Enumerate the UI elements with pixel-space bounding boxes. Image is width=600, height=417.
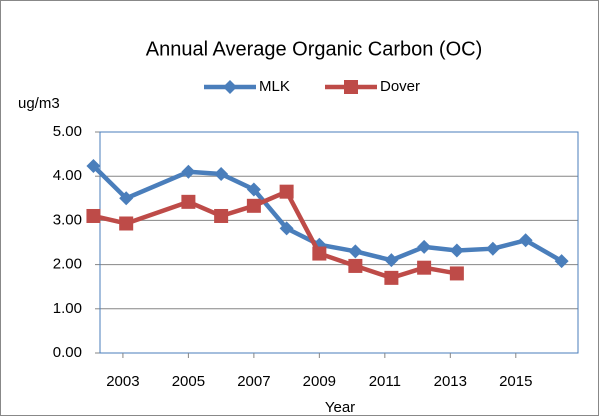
x-tick-label: 2013: [434, 373, 467, 390]
data-point: [214, 208, 229, 223]
data-point: [554, 254, 569, 269]
x-axis-label: Year: [325, 399, 355, 416]
y-tick-label: 0.00: [53, 344, 82, 361]
plot-border: [99, 131, 579, 354]
x-tick-label: 2009: [303, 373, 336, 390]
y-axis-label: ug/m3: [18, 95, 60, 112]
data-point: [348, 258, 363, 273]
data-point: [246, 182, 261, 197]
legend-label: MLK: [259, 78, 290, 95]
data-point: [181, 194, 196, 209]
data-point: [119, 216, 134, 231]
data-point: [279, 184, 294, 199]
data-point: [181, 164, 196, 179]
data-point: [86, 159, 101, 174]
data-point: [384, 270, 399, 285]
legend-label: Dover: [380, 78, 420, 95]
data-point: [518, 233, 533, 248]
data-point: [348, 244, 363, 259]
data-point: [449, 243, 464, 258]
y-tick-label: 3.00: [53, 211, 82, 228]
data-point: [384, 253, 399, 268]
x-tick-label: 2003: [106, 373, 139, 390]
x-tick-label: 2015: [499, 373, 532, 390]
y-tick-label: 4.00: [53, 167, 82, 184]
data-point: [449, 266, 464, 281]
y-tick-label: 2.00: [53, 256, 82, 273]
data-point: [86, 208, 101, 223]
data-point: [279, 221, 294, 236]
data-point: [485, 241, 500, 256]
legend-marker: [344, 80, 358, 94]
x-tick-label: 2007: [237, 373, 270, 390]
data-point: [214, 166, 229, 181]
data-point: [119, 191, 134, 206]
y-tick-label: 5.00: [53, 123, 82, 140]
data-point: [417, 260, 432, 275]
data-point: [312, 246, 327, 261]
data-point: [246, 198, 261, 213]
legend-marker: [223, 80, 237, 94]
y-tick-label: 1.00: [53, 300, 82, 317]
x-tick-label: 2005: [172, 373, 205, 390]
data-point: [417, 239, 432, 254]
x-tick-label: 2011: [369, 373, 401, 390]
chart-title: Annual Average Organic Carbon (OC): [146, 38, 482, 60]
